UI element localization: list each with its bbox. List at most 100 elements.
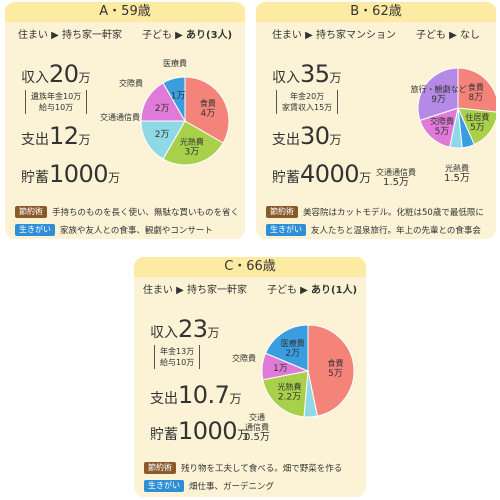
ikigai-text: 友人たちと温泉旅行。年上の先輩との食事会 <box>311 226 481 236</box>
expense: 支出12万 <box>21 122 91 150</box>
card-title: C・66歳 <box>134 257 366 277</box>
pie-slice-label: 食費 <box>327 358 343 368</box>
pie-label-kotsu: 交通 通信費 0.5万 <box>244 413 270 443</box>
savings: 貯蓄1000万 <box>150 417 249 445</box>
pie-slice-label: 1万 <box>273 364 288 374</box>
expense-label: 支出 <box>150 391 178 407</box>
savings: 貯蓄1000万 <box>21 160 120 188</box>
ikigai-badge: 生きがい <box>144 480 184 492</box>
pie-label-kotsu: 交通通信費 <box>100 113 140 123</box>
pie-slice <box>307 324 355 417</box>
pie-slice <box>162 120 224 166</box>
pie-label-kotsu-text2: 通信費 <box>244 423 269 432</box>
tip-text: 残り物を工夫して食べる。畑で野菜を作る <box>181 464 343 474</box>
tips: 節約術 手持ちのものを長く使い、無駄な買いものを省く 生きがい 家族や友人との食事、… <box>15 205 239 239</box>
tip-badge: 節約術 <box>266 206 298 218</box>
pie-slice <box>264 324 309 372</box>
savings-unit: 万 <box>359 171 372 185</box>
expense-value: 30 <box>300 122 330 150</box>
pie-label-kotsu: 交通通信費 1.5万 <box>376 168 416 188</box>
pie-label-iryohi: 医療費 <box>163 59 187 68</box>
savings: 貯蓄4000万 <box>272 160 371 188</box>
savings-label: 貯蓄 <box>21 170 49 186</box>
pie-label-kotsu-value: 0.5万 <box>244 432 270 443</box>
ikigai-row: 生きがい 友人たちと温泉旅行。年上の先輩との食事会 <box>266 223 484 237</box>
pie-slice-label: 8万 <box>468 93 483 103</box>
savings-value: 1000 <box>178 417 238 445</box>
pie-label-kotsu-value: 1.5万 <box>383 177 409 188</box>
pie-slice-label: 1万 <box>171 91 186 101</box>
pie-label-kosaihi: 交際費 <box>232 354 256 363</box>
income: 収入23万 <box>150 315 220 343</box>
pie-slice <box>457 67 496 113</box>
profile-card-a: A・59歳 住まい ▶ 持ち家一軒家 子ども ▶ あり(3人) 収入20万 遺族… <box>5 2 245 239</box>
household-info: 住まい ▶ 持ち家一軒家 子ども ▶ あり(3人) <box>5 26 245 41</box>
pie-slice-label: 食費 <box>468 82 484 92</box>
savings-label: 貯蓄 <box>150 427 178 443</box>
expense: 支出30万 <box>272 122 342 150</box>
income-unit: 万 <box>329 71 342 85</box>
expense-value: 12 <box>49 122 79 150</box>
ikigai-row: 生きがい 家族や友人との食事、観劇やコンサート <box>15 223 239 237</box>
pie-slice-label: 2.2万 <box>278 392 301 402</box>
tips: 節約術 残り物を工夫して食べる。畑で野菜を作る 生きがい 畑仕事、ガーデニング <box>144 461 342 497</box>
pie-label-konetsu-value: 1.5万 <box>444 173 470 184</box>
tip-row: 節約術 残り物を工夫して食べる。畑で野菜を作る <box>144 461 342 475</box>
pie-slice <box>140 120 186 160</box>
income-value: 35 <box>300 60 330 88</box>
household-text: 住まい ▶ 持ち家マンション 子ども ▶ なし <box>271 30 481 41</box>
tip-text: 美容院はカットモデル。化粧は50歳で最低限に <box>303 208 484 218</box>
ikigai-badge: 生きがい <box>15 224 55 236</box>
savings-label: 貯蓄 <box>272 170 300 186</box>
pie-slice-label: 9万 <box>431 95 446 105</box>
pie-label-kotsu-text: 交通 <box>248 413 265 422</box>
savings-value: 1000 <box>49 160 109 188</box>
expense-value: 10.7 <box>178 381 230 409</box>
income-unit: 万 <box>78 71 91 85</box>
household-info: 住まい ▶ 持ち家マンション 子ども ▶ なし <box>256 26 496 41</box>
pie-label-kotsu-text: 交通通信費 <box>376 168 416 177</box>
income-detail-line: 給与10万 <box>39 103 74 112</box>
household-children: あり(1人) <box>311 285 358 296</box>
pie-slice-label: 住居費 <box>465 112 489 122</box>
savings-value: 4000 <box>300 160 360 188</box>
ikigai-badge: 生きがい <box>266 224 306 236</box>
pie-slice-label: 光熱費 <box>278 381 302 391</box>
income-detail: 年金20万 家賃収入15万 <box>276 90 339 114</box>
pie-slice-label: 2万 <box>155 130 170 140</box>
income-detail-line: 年金20万 <box>290 92 325 101</box>
income-label: 収入 <box>272 70 300 86</box>
pie-slice-label: 5万 <box>470 123 485 133</box>
pie-slice-label: 3万 <box>184 148 199 158</box>
ikigai-text: 畑仕事、ガーデニング <box>189 482 275 492</box>
ikigai-text: 家族や友人との食事、観劇やコンサート <box>60 226 213 236</box>
income-detail-line: 家賃収入15万 <box>282 103 333 112</box>
income-label: 収入 <box>150 325 178 341</box>
expense-unit: 万 <box>78 133 91 147</box>
pie-slice-label: 5万 <box>328 369 343 379</box>
income-unit: 万 <box>207 326 220 340</box>
tip-badge: 節約術 <box>144 462 176 474</box>
pie-slice-label: 2万 <box>285 349 300 359</box>
pie-slice-label: 医療費 <box>281 338 305 348</box>
pie-slice-label: 光熱費 <box>180 137 204 147</box>
pie-slice-label: 交際費 <box>430 116 454 126</box>
pie-slice-label: 食費 <box>200 98 216 108</box>
pie-label-konetsu: 光熱費 1.5万 <box>444 164 470 184</box>
pie-slice-label: 5万 <box>435 127 450 137</box>
pie-slice <box>140 82 186 122</box>
pie-slice <box>162 76 186 123</box>
profile-card-b: B・62歳 住まい ▶ 持ち家マンション 子ども ▶ なし 収入35万 年金20… <box>256 2 496 239</box>
card-title: A・59歳 <box>5 2 245 22</box>
pie-slice-label: 旅行・観劇など <box>411 84 467 94</box>
card-title: B・62歳 <box>256 2 496 22</box>
expense-label: 支出 <box>272 132 300 148</box>
tips: 節約術 美容院はカットモデル。化粧は50歳で最低限に 生きがい 友人たちと温泉旅行。… <box>266 205 484 239</box>
income-detail: 年金13万 給与10万 <box>154 345 201 369</box>
household-text: 住まい ▶ 持ち家一軒家 子ども ▶ <box>142 285 311 296</box>
income-value: 23 <box>178 315 208 343</box>
income-detail-line: 年金13万 <box>160 347 195 356</box>
